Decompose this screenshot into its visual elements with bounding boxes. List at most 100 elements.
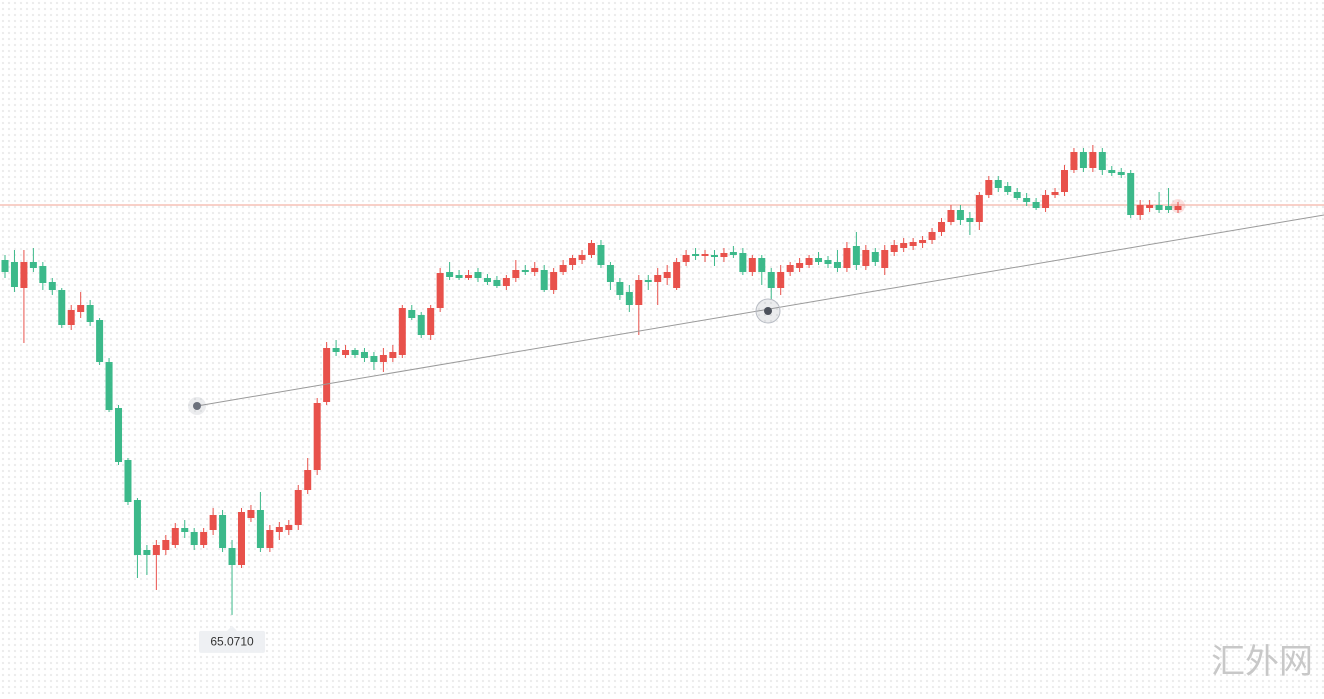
candle-body [313,403,321,470]
candle-body [843,248,851,268]
candle-body [77,305,85,312]
candle-body [928,232,936,240]
candle-body [48,282,56,290]
candle-body [663,272,671,278]
candle-body [597,245,605,265]
candle-body [152,545,160,555]
candle-body [701,254,709,256]
candle-body [219,515,227,548]
candle-body [162,540,170,550]
candle-body [29,262,37,268]
candle-body [1070,152,1078,170]
candle-body [767,272,775,288]
candle-body [692,254,700,256]
candle-body [181,528,189,532]
candle-body [748,258,756,272]
candle-body [786,265,794,272]
candle-body [1089,152,1097,168]
trend-anchor[interactable] [193,402,201,410]
candle-body [654,275,662,282]
candle-body [408,310,416,318]
candle-body [474,272,482,278]
candle-body [644,280,652,282]
candle-body [1174,206,1182,210]
candle-body [285,525,293,530]
candle-body [606,265,614,282]
candle-body [115,408,123,462]
candle-body [729,252,737,255]
candle-body [966,218,974,222]
candle-body [1165,206,1173,210]
candle-body [483,278,491,282]
candle-body [20,262,28,288]
candle-body [398,308,406,355]
candle-body [247,510,255,518]
candle-body [1117,172,1125,175]
candle-body [862,250,870,266]
candle-body [720,253,728,257]
candle-body [1004,186,1012,192]
candle-body [1108,170,1116,173]
candle-body [635,280,643,305]
trend-anchor[interactable] [764,307,772,315]
trend-line[interactable] [196,214,1324,407]
candle-body [58,290,66,325]
candle-body [105,362,113,410]
candle-body [360,352,368,358]
candle-body [975,195,983,222]
candle-body [673,262,681,288]
candle-body [86,305,94,322]
candle-body [815,258,823,262]
candle-body [10,262,18,287]
candle-body [900,243,908,248]
drawing-layer [188,214,1324,415]
candle-body [588,243,595,255]
candle-body [427,308,435,335]
candle-body [956,210,964,220]
candle-body [1051,192,1059,195]
candle-body [833,262,841,268]
candle-body [370,356,378,362]
candle-body [824,260,832,264]
candle-body [1060,170,1068,192]
candle-body [237,512,245,565]
candle-body [275,527,283,532]
candle-body [881,250,889,268]
candle-body [1155,205,1163,210]
candle-body [710,255,718,257]
candle-body [890,245,898,252]
low-label: 65.0710 [210,635,254,649]
candle-body [465,275,473,278]
candle-body [143,550,151,555]
candle-body [909,242,917,246]
candle-body [1032,202,1040,208]
candle-body [209,515,217,530]
candle-body [550,272,558,290]
candle-body [1013,192,1021,198]
candle-body [521,270,529,272]
candle-body [124,460,132,502]
candle-body [304,470,312,490]
candle-body [67,310,75,325]
candle-body [540,270,548,290]
candle-body [417,315,425,335]
candle-body [1042,195,1050,208]
candle-body [1127,173,1135,215]
low-label-pointer [227,625,238,631]
candle-body [919,240,927,243]
candle-body [436,273,444,308]
candle-body [1136,205,1144,215]
candle-body [1,260,9,272]
candle-body [512,270,520,278]
candle-body [332,348,340,352]
candle-body [682,255,690,262]
candle-body [796,263,804,268]
candle-body [1146,205,1154,208]
candle-body [578,255,586,260]
candle-body [758,258,766,272]
candle-body [569,258,577,265]
low-label-box [199,630,266,653]
